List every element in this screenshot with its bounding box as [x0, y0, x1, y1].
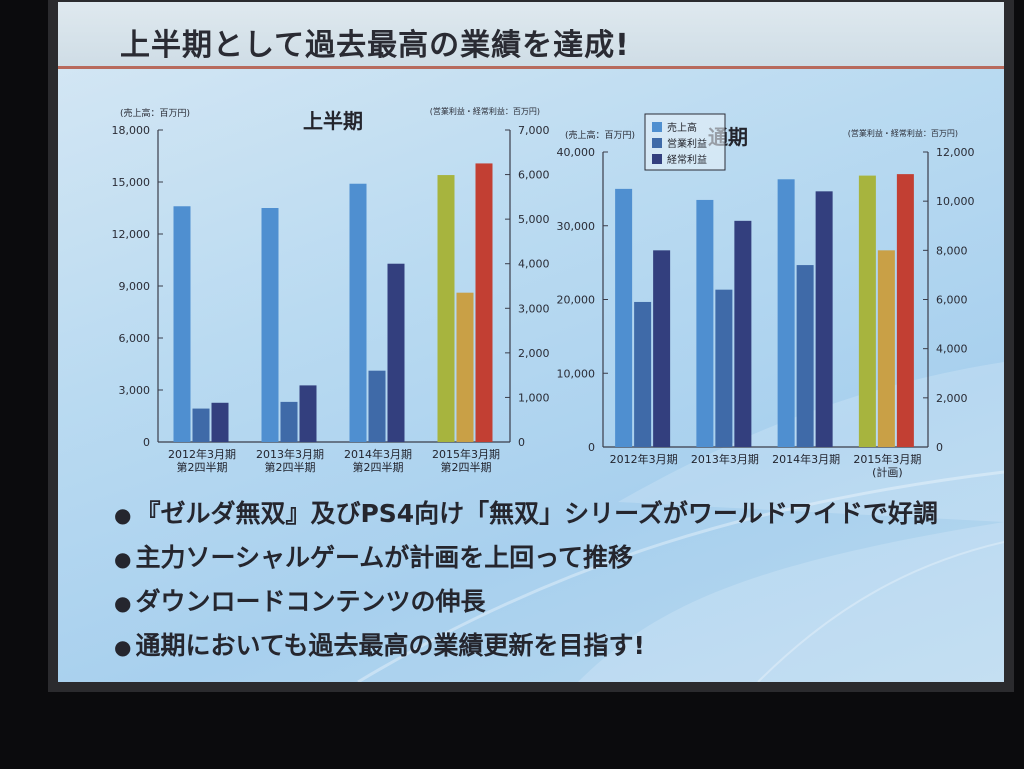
- category-label: 2012年3月期: [168, 447, 236, 461]
- right-tick-label: 6,000: [936, 294, 968, 307]
- left-tick-label: 20,000: [557, 294, 596, 307]
- category-label: 2015年3月期: [432, 447, 500, 461]
- left-tick-label: 18,000: [112, 124, 151, 137]
- operating-income-bar: [715, 289, 733, 447]
- ordinary-income-bar: [815, 191, 833, 447]
- category-label: (計画): [872, 465, 903, 479]
- operating-income-bar: [192, 408, 210, 442]
- operating-income-bar: [280, 401, 298, 442]
- ordinary-income-bar: [299, 385, 317, 442]
- category-label: 2014年3月期: [344, 447, 412, 461]
- bullet-item: ● 主力ソーシャルゲームが計画を上回って推移: [114, 536, 1004, 580]
- bullet-item: ● 通期においても過去最高の業績更新を目指す!: [114, 624, 1004, 668]
- bullet-text: 主力ソーシャルゲームが計画を上回って推移: [135, 543, 633, 572]
- bullet-list: ● 『ゼルダ無双』及びPS4向け「無双」シリーズがワールドワイドで好調 ● 主力ソー…: [114, 492, 1004, 668]
- right-tick-label: 6,000: [518, 169, 550, 182]
- right-unit-label: (営業利益・経常利益：百万円): [848, 128, 958, 138]
- bullet-dot: ●: [114, 547, 132, 571]
- charts-area: 0 3,000 6,000 9,000 12,000 15,000 18,000 0 1,000…: [112, 106, 975, 479]
- ordinary-income-bar: [896, 174, 914, 447]
- sales-bar: [349, 183, 367, 442]
- category-label: 第2四半期: [265, 460, 316, 474]
- category-label: 2014年3月期: [772, 452, 840, 466]
- right-tick-label: 1,000: [518, 391, 550, 404]
- right-tick-label: 0: [518, 436, 525, 449]
- right-tick-label: 7,000: [518, 124, 550, 137]
- title-bar: 上半期として過去最高の業績を達成!: [58, 2, 1004, 69]
- sales-bar: [615, 188, 633, 447]
- bullet-dot: ●: [114, 503, 132, 527]
- right-tick-label: 4,000: [936, 343, 968, 356]
- left-tick-label: 30,000: [557, 220, 596, 233]
- ordinary-income-bar: [653, 250, 671, 447]
- ordinary-income-bar: [387, 263, 405, 442]
- sales-bar: [173, 206, 191, 442]
- right-tick-label: 2,000: [936, 392, 968, 405]
- operating-income-bar: [634, 301, 652, 447]
- legend-swatch: [652, 122, 662, 132]
- right-unit-label: (営業利益・経常利益：百万円): [430, 106, 540, 116]
- category-label: 第2四半期: [441, 460, 492, 474]
- legend-label: 売上高: [667, 121, 697, 134]
- right-tick-label: 5,000: [518, 213, 550, 226]
- sales-bar: [777, 179, 795, 447]
- left-tick-label: 3,000: [119, 384, 151, 397]
- left-tick-label: 9,000: [119, 280, 151, 293]
- bullet-dot: ●: [114, 591, 132, 615]
- sales-bar: [261, 208, 279, 442]
- category-label: 第2四半期: [353, 460, 404, 474]
- legend-label: 営業利益: [667, 137, 707, 150]
- chart-title: 上半期: [303, 109, 363, 133]
- legend-swatch: [652, 138, 662, 148]
- category-label: 第2四半期: [177, 460, 228, 474]
- left-tick-label: 0: [143, 436, 150, 449]
- bullet-text: ダウンロードコンテンツの伸長: [135, 587, 486, 616]
- right-tick-label: 3,000: [518, 302, 550, 315]
- left-unit-label: (売上高：百万円): [120, 107, 190, 119]
- bullet-dot: ●: [114, 635, 132, 659]
- right-tick-label: 4,000: [518, 258, 550, 271]
- ordinary-income-bar: [211, 402, 229, 442]
- right-tick-label: 2,000: [518, 347, 550, 360]
- sales-bar: [696, 199, 714, 447]
- category-label: 2012年3月期: [610, 452, 678, 466]
- bullet-text: 『ゼルダ無双』及びPS4向け「無双」シリーズがワールドワイドで好調: [135, 499, 938, 528]
- left-tick-label: 15,000: [112, 176, 151, 189]
- left-unit-label: (売上高：百万円): [565, 129, 635, 141]
- right-tick-label: 12,000: [936, 146, 975, 159]
- bullet-text: 通期においても過去最高の業績更新を目指す!: [135, 631, 645, 660]
- left-tick-label: 12,000: [112, 228, 151, 241]
- category-label: 2013年3月期: [256, 447, 324, 461]
- slide-title: 上半期として過去最高の業績を達成!: [120, 28, 630, 63]
- left-tick-label: 40,000: [557, 146, 596, 159]
- right-tick-label: 8,000: [936, 244, 968, 257]
- ordinary-income-bar: [734, 220, 752, 447]
- operating-income-bar: [796, 265, 814, 447]
- bullet-item: ● 『ゼルダ無双』及びPS4向け「無双」シリーズがワールドワイドで好調: [114, 492, 1004, 536]
- right-tick-label: 10,000: [936, 195, 975, 208]
- legend-swatch: [652, 154, 662, 164]
- bullet-item: ● ダウンロードコンテンツの伸長: [114, 580, 1004, 624]
- operating-income-bar: [368, 370, 386, 442]
- legend-label: 経常利益: [667, 153, 707, 166]
- ordinary-income-bar: [475, 163, 493, 442]
- right-tick-label: 0: [936, 441, 943, 454]
- left-tick-label: 6,000: [119, 332, 151, 345]
- projection-screen: 上半期として過去最高の業績を達成! 0 3,000 6,000 9,000 12,000…: [58, 2, 1004, 682]
- operating-income-bar: [877, 250, 895, 447]
- sales-bar: [858, 175, 876, 447]
- left-tick-label: 0: [588, 441, 595, 454]
- operating-income-bar: [456, 292, 474, 442]
- sales-bar: [437, 175, 455, 443]
- category-label: 2015年3月期: [853, 452, 921, 466]
- left-tick-label: 10,000: [557, 367, 596, 380]
- category-label: 2013年3月期: [691, 452, 759, 466]
